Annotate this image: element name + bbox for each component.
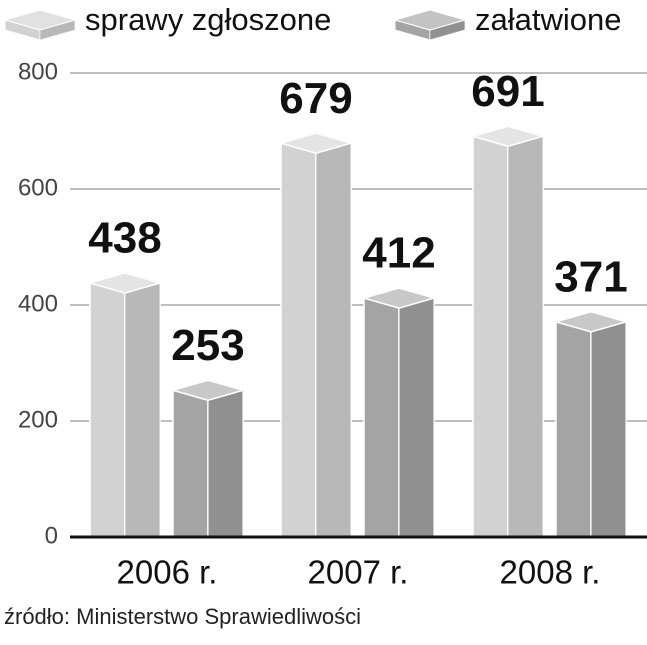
bar-top-light (90, 272, 160, 293)
face-top (393, 9, 467, 31)
bar-shade (125, 282, 160, 537)
bar (361, 287, 437, 538)
bar-shade (316, 143, 351, 537)
x-tick-label: 2007 r. (308, 554, 409, 591)
value-label: 253 (171, 321, 244, 370)
bar-top-light (364, 288, 434, 309)
y-tick-label: 800 (18, 58, 58, 85)
value-label: 691 (471, 67, 544, 116)
face-top-light (395, 10, 465, 30)
source-note: źródło: Ministerstwo Sprawiedliwości (4, 604, 361, 629)
value-label: 412 (362, 229, 435, 278)
bar (470, 125, 546, 538)
bar-shade (591, 321, 626, 537)
x-tick-label: 2006 r. (117, 554, 218, 591)
bar (278, 132, 354, 538)
legend-label: załatwione (475, 2, 621, 37)
legend-label: sprawy zgłoszone (85, 2, 331, 37)
legend-item: załatwione (393, 2, 621, 41)
bar-top-light (281, 133, 351, 154)
bar-top-light (173, 380, 243, 401)
bar-left (280, 142, 317, 538)
bar-top-light (556, 311, 626, 332)
x-tick-label: 2008 r. (500, 554, 601, 591)
legend-item: sprawy zgłoszone (3, 2, 331, 41)
bar-left (172, 389, 209, 538)
bar-left (89, 281, 126, 538)
bar-top (87, 272, 163, 294)
bar (87, 272, 163, 538)
bar-top (361, 287, 437, 309)
bar-top (278, 132, 354, 154)
bar-shade (399, 298, 434, 537)
value-label: 371 (554, 252, 627, 301)
y-tick-label: 600 (18, 174, 58, 201)
bar-shade (208, 390, 243, 537)
face-shade (430, 20, 465, 40)
bar-top (470, 125, 546, 148)
bar (170, 379, 246, 538)
bar-shade (508, 136, 543, 537)
y-tick-label: 0 (45, 522, 58, 549)
face-shade (40, 20, 75, 40)
bar-top-light (473, 126, 543, 147)
bar (553, 311, 629, 538)
value-label: 679 (279, 74, 352, 123)
face-top-light (5, 10, 75, 30)
face-top (3, 9, 77, 31)
y-tick-label: 200 (18, 406, 58, 433)
value-label: 438 (88, 214, 161, 263)
bar-left (363, 297, 400, 538)
bar-left (472, 135, 509, 538)
y-tick-label: 400 (18, 290, 58, 317)
bar-left (555, 320, 592, 538)
bar-top (553, 311, 629, 333)
bar-top (170, 379, 246, 402)
